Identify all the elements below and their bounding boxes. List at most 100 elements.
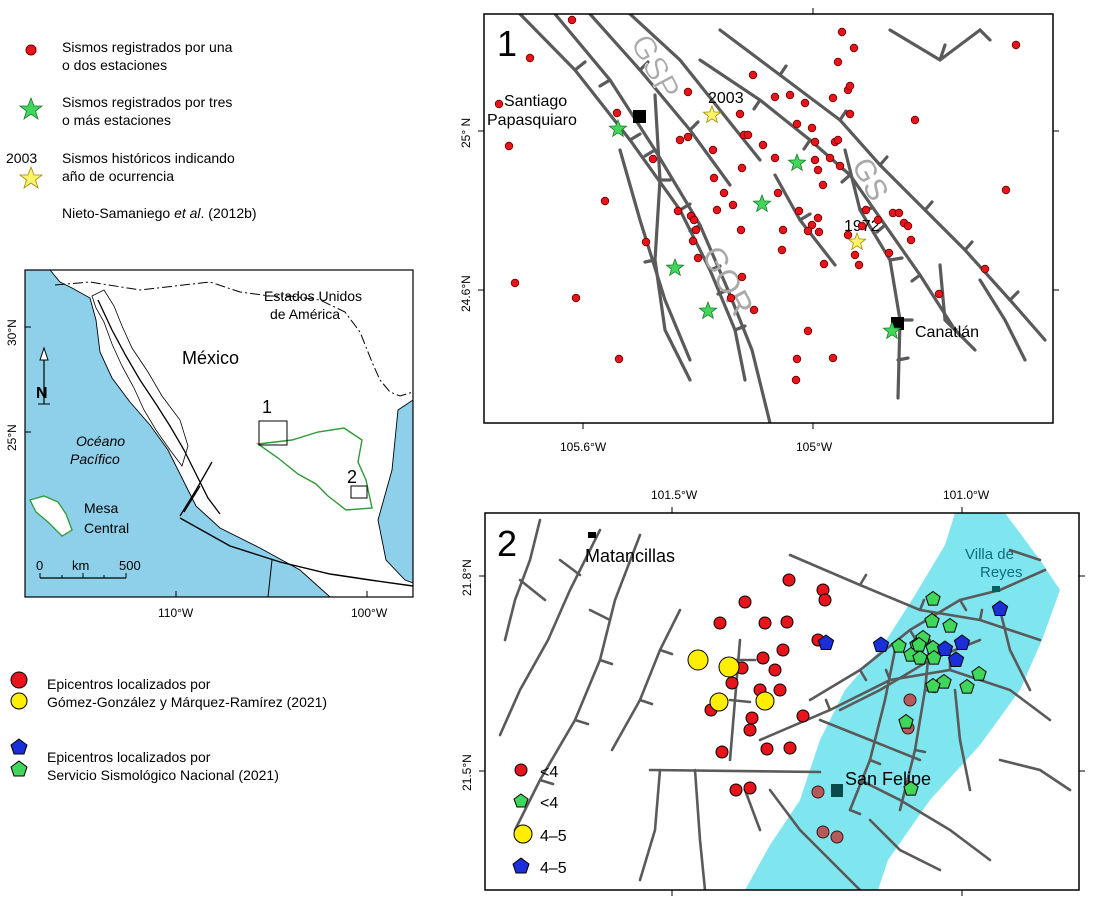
map1-lat-25: 25° N [459, 118, 473, 148]
city-villa-2: Reyes [980, 564, 1023, 581]
red-dot-label-2: o dos estaciones [62, 57, 167, 73]
mag-blue-icon [512, 857, 530, 874]
blue-epicenter [936, 640, 954, 656]
red-dot [837, 27, 847, 37]
red-dot [673, 206, 683, 216]
red-dot [735, 109, 745, 119]
muted-epicenter [816, 825, 830, 839]
study-box-1 [258, 420, 288, 446]
inset-map: Estados Unidos de América México Océano … [5, 269, 414, 620]
red-dot [719, 188, 729, 198]
green-pentagon-legend-icon [10, 760, 28, 777]
red-dot [828, 353, 838, 363]
red-dot [748, 70, 758, 80]
red-epicenter [758, 616, 772, 630]
mag-yellow-icon [513, 824, 533, 844]
map1-stars [608, 104, 902, 340]
red-dot [843, 230, 853, 240]
red-dot [884, 248, 894, 258]
red-epicenter [780, 615, 794, 629]
panel-number-1: 1 [497, 23, 517, 64]
red-dot [845, 81, 855, 91]
city-marker-canatlan [891, 317, 904, 330]
panel-number-2: 2 [497, 523, 517, 564]
red-dot [737, 163, 747, 173]
blue-epicenter [991, 600, 1009, 616]
red-dot [833, 135, 843, 145]
red-dot [850, 250, 860, 260]
red-dot [712, 205, 722, 215]
reference-text: Nieto-Samaniego et al. (2012b) [62, 205, 257, 221]
red-dot [934, 289, 944, 299]
label-mesa: Mesa [84, 500, 118, 516]
svg-text:0: 0 [36, 558, 43, 573]
city-villa: Villa de [965, 546, 1014, 563]
label-usa: Estados Unidos [264, 288, 362, 304]
red-dot [708, 145, 718, 155]
island [29, 495, 73, 537]
red-dot [683, 132, 693, 142]
red-epicenter [796, 709, 810, 723]
city-canatlan: Canatlán [915, 324, 979, 341]
map1-lon-105: 105°W [796, 440, 833, 454]
label-usa-2: de América [270, 306, 340, 322]
svg-text:<4: <4 [540, 795, 558, 812]
svg-text:Servicio Sismológico Nacional: Servicio Sismológico Nacional (2021) [47, 767, 279, 783]
mainland [50, 270, 413, 597]
svg-text:4–5: 4–5 [540, 860, 567, 877]
red-dot [813, 165, 823, 175]
red-dot [894, 208, 904, 218]
historic-label-2: año de ocurrencia [62, 168, 174, 184]
red-dot [749, 305, 759, 315]
red-dot [791, 375, 801, 385]
red-dot-label: Sismos registrados por una [62, 39, 233, 55]
green-epicenter [971, 665, 987, 681]
mag-red-icon [514, 763, 528, 777]
city-marker-villa [992, 586, 1000, 592]
city-marker-santiago [633, 110, 646, 123]
fault-label-gsp: GSP [624, 28, 688, 105]
red-dot [818, 180, 828, 190]
map2-lat-215: 21.5°N [460, 754, 474, 791]
map2-lon-1010: 101.0°W [943, 488, 990, 502]
red-dot [758, 140, 768, 150]
red-dot [693, 253, 703, 263]
map-panel-2: 2 Matancillas Villa de Reyes San Felipe … [460, 488, 1085, 896]
red-dot [571, 293, 581, 303]
bottom-legend: Epicentros localizados por Gómez-Gonzále… [10, 671, 327, 783]
label-mexico: México [182, 348, 239, 368]
red-epicenter [756, 651, 770, 665]
red-dot [689, 215, 699, 225]
yellow-epicenter [687, 649, 709, 671]
label-ocean: Océano [76, 433, 125, 449]
red-dot [813, 213, 823, 223]
red-epicenter [782, 573, 796, 587]
baja-california [91, 289, 189, 467]
scale-bar: 0 km 500 [36, 558, 141, 579]
label-ocean-2: Pacífico [70, 451, 120, 467]
red-dot [736, 225, 746, 235]
red-dot [648, 154, 658, 164]
red-dot [803, 326, 813, 336]
red-dot [691, 225, 701, 235]
map2-lat-218: 21.8°N [460, 559, 474, 596]
svg-text:Gómez-González y Márquez-Ramír: Gómez-González y Márquez-Ramírez (2021) [47, 694, 327, 710]
map1-red-dots [494, 15, 1021, 385]
red-dot [792, 354, 802, 364]
red-dot [825, 153, 835, 163]
red-dot [861, 205, 871, 215]
red-epicenter [776, 643, 790, 657]
red-dot [688, 236, 698, 246]
red-epicenter [743, 781, 757, 795]
green-star [698, 300, 718, 320]
red-epicenter [713, 616, 727, 630]
red-dot [906, 235, 916, 245]
label-box-1: 1 [262, 397, 272, 417]
red-epicenter [760, 742, 774, 756]
north-arrow-icon: N [36, 346, 50, 405]
green-star [665, 257, 685, 277]
map1-lat-246: 24.6°N [459, 275, 473, 312]
red-epicenter [725, 676, 739, 690]
red-epicenter [818, 593, 832, 607]
yellow-star [702, 104, 722, 124]
